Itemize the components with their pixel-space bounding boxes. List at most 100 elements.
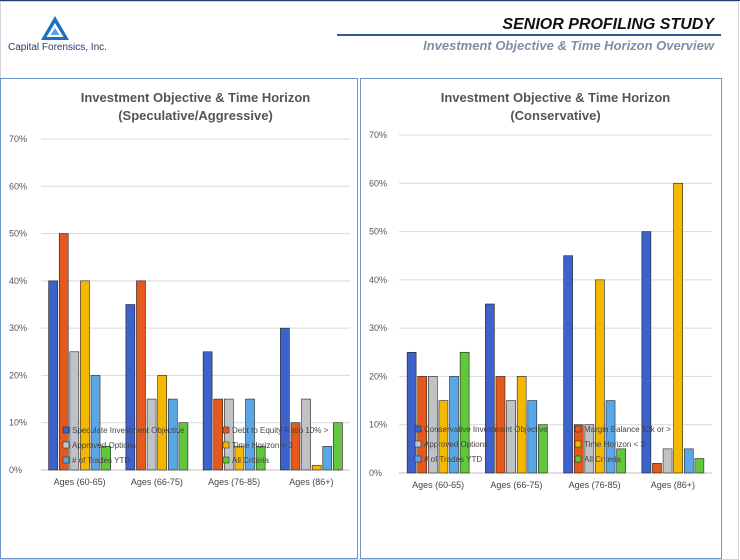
y-tick-label: 40% bbox=[369, 275, 387, 285]
bar bbox=[333, 422, 343, 471]
legend-label: Time Horizon < 3 bbox=[232, 441, 293, 450]
bar bbox=[485, 303, 495, 474]
bar bbox=[146, 398, 157, 471]
x-tick-label: Ages (66-75) bbox=[131, 477, 183, 487]
y-tick-label: 10% bbox=[9, 418, 27, 428]
chart-title: Investment Objective & Time Horizon bbox=[81, 90, 311, 105]
bar bbox=[516, 376, 527, 474]
bar bbox=[245, 398, 255, 471]
triangle-logo-icon bbox=[41, 16, 69, 40]
bar bbox=[157, 375, 167, 471]
chart-conservative: Investment Objective & Time Horizon (Cons… bbox=[369, 90, 712, 490]
chart-title: Investment Objective & Time Horizon bbox=[441, 90, 671, 105]
y-tick-label: 50% bbox=[369, 227, 387, 237]
bar bbox=[167, 398, 178, 471]
x-tick-label: Ages (60-65) bbox=[54, 477, 106, 487]
legend-swatch bbox=[574, 440, 582, 448]
x-tick-label: Ages (76-85) bbox=[208, 477, 260, 487]
legend-swatch bbox=[414, 455, 422, 463]
y-tick-label: 30% bbox=[9, 323, 27, 333]
chart-panel-speculative: Investment Objective & Time Horizon (Spec… bbox=[0, 78, 358, 559]
y-tick-label: 60% bbox=[369, 178, 387, 188]
bar bbox=[673, 182, 683, 474]
bar bbox=[234, 446, 245, 471]
bar bbox=[428, 376, 438, 474]
legend-swatch bbox=[222, 456, 230, 464]
header-divider bbox=[337, 34, 721, 36]
bar bbox=[178, 422, 189, 471]
legend-swatch bbox=[62, 456, 70, 464]
bar bbox=[616, 448, 626, 474]
y-tick-label: 0% bbox=[9, 465, 22, 475]
bar bbox=[80, 280, 90, 471]
legend-swatch bbox=[62, 441, 70, 449]
y-tick-label: 20% bbox=[369, 371, 387, 381]
x-tick-label: Ages (60-65) bbox=[412, 480, 464, 490]
bar bbox=[58, 233, 69, 471]
legend-label: Time Horizon < 3 bbox=[584, 440, 645, 449]
bar bbox=[595, 279, 605, 474]
bar bbox=[213, 398, 224, 471]
bar bbox=[662, 448, 673, 474]
legend-label: Debt to Equity Ratio 10% > bbox=[232, 426, 329, 435]
legend-swatch bbox=[574, 455, 582, 463]
legend-swatch bbox=[62, 426, 70, 434]
bar bbox=[573, 424, 584, 474]
bar bbox=[495, 376, 506, 474]
page-title: SENIOR PROFILING STUDY bbox=[502, 16, 714, 33]
legend-label: # of Trades YTD bbox=[424, 455, 482, 464]
legend-label: All Criteria bbox=[232, 456, 269, 465]
bar bbox=[449, 376, 459, 474]
x-tick-label: Ages (66-75) bbox=[490, 480, 542, 490]
bar bbox=[652, 463, 662, 474]
bar bbox=[125, 304, 136, 471]
bar bbox=[255, 446, 266, 471]
y-tick-label: 10% bbox=[369, 420, 387, 430]
chart-subtitle: (Conservative) bbox=[510, 108, 600, 123]
bar bbox=[527, 400, 538, 474]
x-tick-label: Ages (86+) bbox=[289, 477, 333, 487]
bar bbox=[459, 351, 470, 474]
bar bbox=[136, 280, 146, 471]
bar bbox=[301, 398, 311, 471]
y-tick-label: 70% bbox=[369, 130, 387, 140]
bar bbox=[202, 351, 213, 471]
legend-label: Conservative Investment Objective bbox=[424, 425, 548, 434]
legend-label: Margin Balance $2k or > bbox=[584, 425, 671, 434]
bar bbox=[506, 400, 516, 474]
legend-label: Approved Options bbox=[424, 440, 488, 449]
company-name: Capital Forensics, Inc. bbox=[8, 42, 107, 53]
bar bbox=[290, 422, 301, 471]
y-tick-label: 20% bbox=[9, 370, 27, 380]
bar bbox=[322, 446, 333, 471]
legend-label: # of Trades YTD bbox=[72, 456, 130, 465]
bar bbox=[438, 400, 449, 474]
company-logo: Capital Forensics, Inc. bbox=[8, 15, 118, 55]
chart-panel-conservative: Investment Objective & Time Horizon (Cons… bbox=[360, 78, 722, 559]
y-tick-label: 50% bbox=[9, 229, 27, 239]
bar bbox=[90, 375, 101, 471]
bar bbox=[280, 327, 290, 471]
chart-subtitle: (Speculative/Aggressive) bbox=[118, 108, 273, 123]
bar bbox=[48, 280, 58, 471]
legend-swatch bbox=[414, 440, 422, 448]
legend-label: All Criteria bbox=[584, 455, 621, 464]
legend-swatch bbox=[222, 441, 230, 449]
y-tick-label: 40% bbox=[9, 276, 27, 286]
bar bbox=[101, 446, 111, 471]
bar bbox=[563, 255, 573, 474]
bar bbox=[417, 376, 428, 474]
legend-swatch bbox=[222, 426, 230, 434]
page-subtitle: Investment Objective & Time Horizon Over… bbox=[423, 38, 714, 53]
bar bbox=[224, 398, 234, 471]
bar bbox=[584, 424, 595, 474]
chart-speculative-aggressive: Investment Objective & Time Horizon (Spec… bbox=[9, 90, 350, 487]
bar bbox=[605, 400, 616, 474]
y-tick-label: 70% bbox=[9, 134, 27, 144]
y-tick-label: 30% bbox=[369, 323, 387, 333]
bar bbox=[694, 458, 705, 474]
legend-swatch bbox=[574, 425, 582, 433]
bar bbox=[406, 351, 417, 474]
y-tick-label: 0% bbox=[369, 468, 382, 478]
x-tick-label: Ages (86+) bbox=[651, 480, 695, 490]
